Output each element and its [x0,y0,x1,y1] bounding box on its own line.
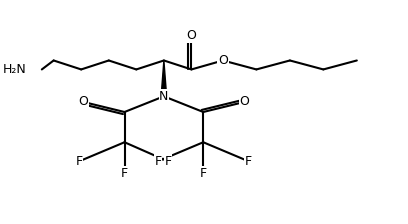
Polygon shape [161,60,166,96]
Text: F: F [121,167,128,180]
Text: H₂N: H₂N [2,63,26,76]
Text: F: F [164,155,171,168]
Text: N: N [159,90,169,103]
Text: F: F [75,155,83,168]
Text: O: O [218,54,228,67]
Text: O: O [239,95,250,108]
Text: F: F [245,155,252,168]
Text: F: F [200,167,207,180]
Text: F: F [154,155,162,168]
Text: O: O [186,29,196,42]
Text: O: O [78,95,88,108]
